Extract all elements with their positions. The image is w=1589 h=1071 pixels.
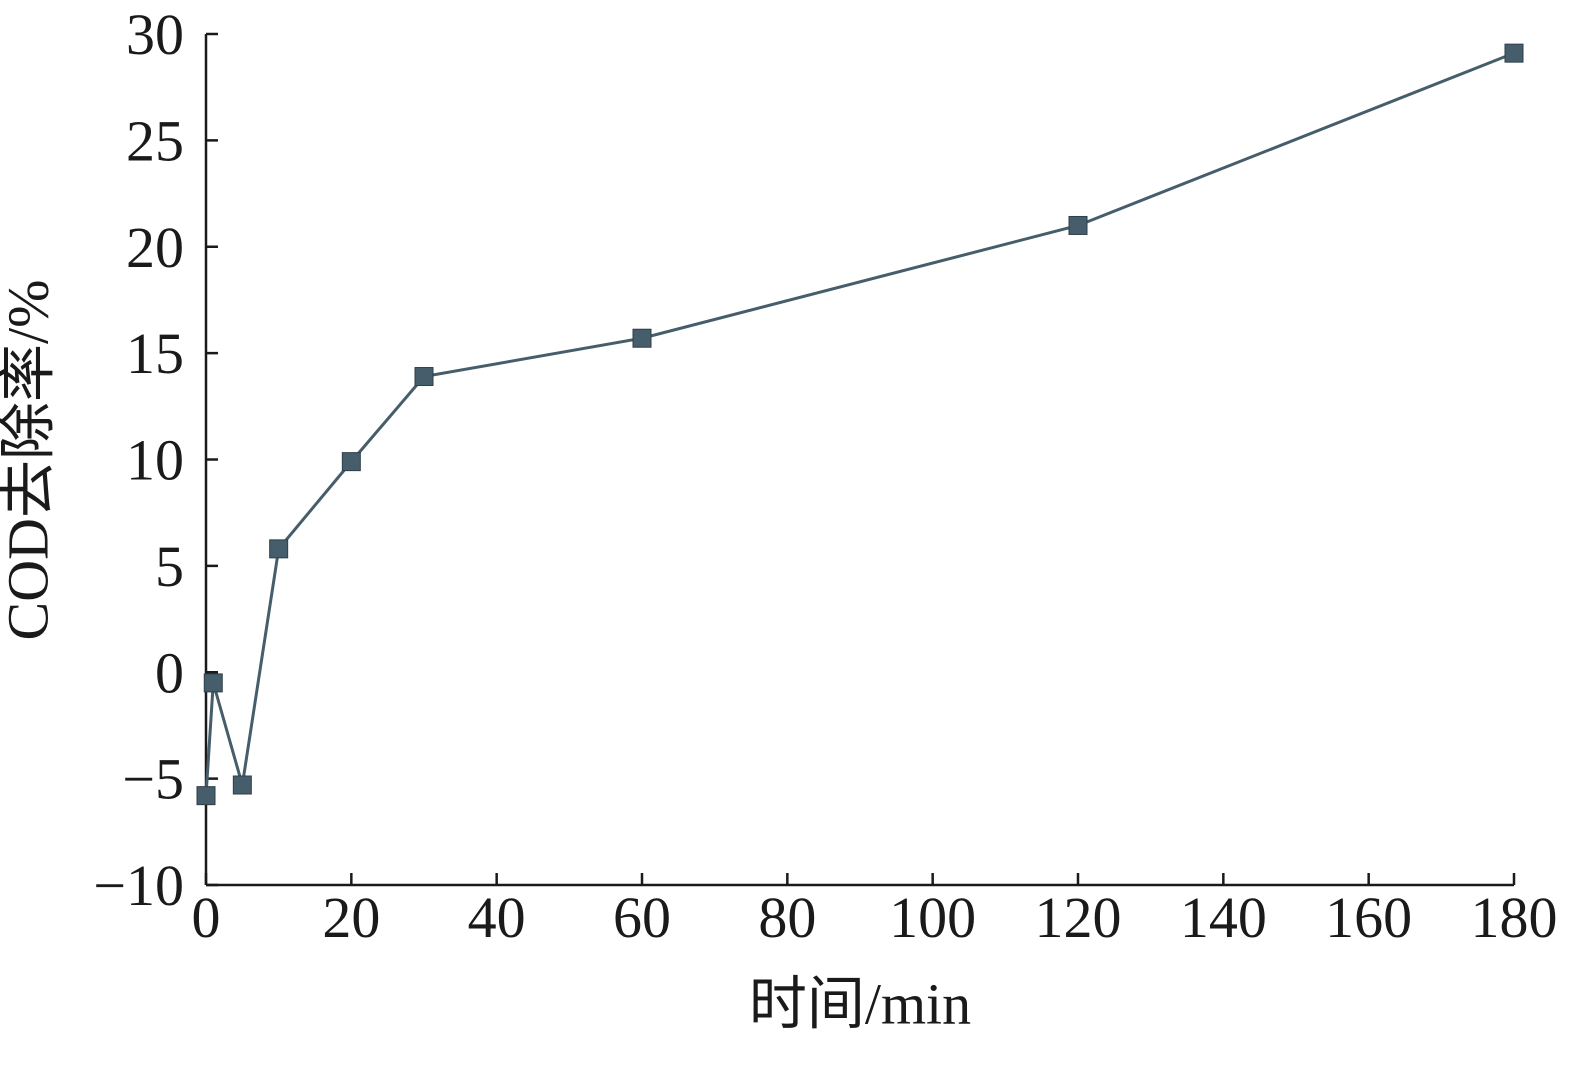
data-point-marker <box>414 367 434 387</box>
data-point-marker <box>203 673 223 693</box>
axes <box>204 34 1514 887</box>
data-point-marker <box>632 328 652 348</box>
x-tick-label: 100 <box>889 885 976 950</box>
x-tick-label: 160 <box>1325 885 1412 950</box>
data-point-marker <box>196 786 216 806</box>
y-tick-label: −5 <box>122 747 184 812</box>
x-tick-label: 80 <box>758 885 816 950</box>
y-tick-label: 0 <box>155 640 184 705</box>
x-axis-title: 时间/min <box>749 971 971 1036</box>
y-axis-title: COD去除率/% <box>0 280 60 641</box>
data-point-marker <box>1504 43 1524 63</box>
series-layer <box>196 43 1524 806</box>
data-point-marker <box>269 539 289 559</box>
y-tick-label: 5 <box>155 534 184 599</box>
data-point-marker <box>341 452 361 472</box>
y-axis-ticks: −10 −5 0 5 10 15 20 25 30 <box>93 2 218 918</box>
y-tick-label: 20 <box>126 215 184 280</box>
x-axis-ticks: 0 20 40 60 80 100 120 140 160 180 <box>192 873 1558 950</box>
x-tick-label: 180 <box>1471 885 1558 950</box>
y-tick-label: 30 <box>126 2 184 67</box>
series-line <box>204 51 1515 796</box>
y-tick-label: 10 <box>126 428 184 493</box>
y-tick-label: −10 <box>93 853 184 918</box>
x-tick-label: 40 <box>468 885 526 950</box>
x-tick-label: 0 <box>192 885 221 950</box>
x-tick-label: 60 <box>613 885 671 950</box>
x-tick-label: 20 <box>322 885 380 950</box>
x-tick-label: 120 <box>1035 885 1122 950</box>
x-tick-label: 140 <box>1180 885 1267 950</box>
y-tick-label: 15 <box>126 321 184 386</box>
data-point-marker <box>232 775 252 795</box>
y-tick-label: 25 <box>126 108 184 173</box>
data-point-marker <box>1068 215 1088 235</box>
